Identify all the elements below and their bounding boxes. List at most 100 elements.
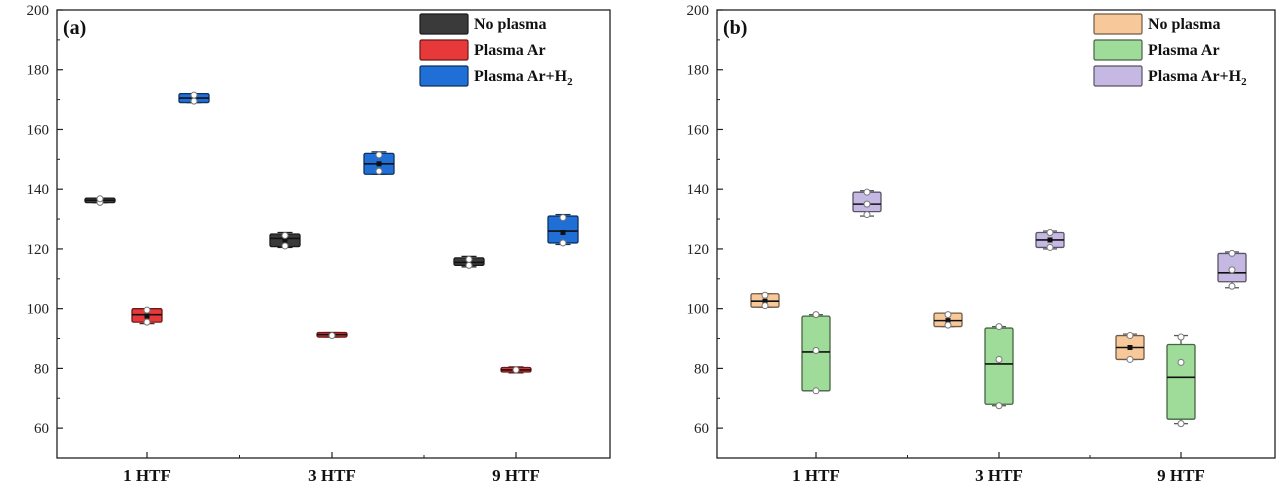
legend-label: Plasma Ar <box>1148 42 1220 59</box>
box-plasma-ar-3-htf <box>984 323 1014 410</box>
data-point <box>190 91 198 99</box>
legend-swatch <box>419 65 469 87</box>
data-point <box>1126 355 1134 363</box>
x-category-label: 9 HTF <box>1157 466 1205 485</box>
data-point <box>1046 229 1054 237</box>
data-point <box>1228 282 1236 290</box>
data-point <box>465 261 473 269</box>
data-point <box>863 200 871 208</box>
data-point <box>512 366 520 374</box>
legend-swatch <box>1093 65 1143 87</box>
data-point <box>995 402 1003 410</box>
data-point <box>143 306 151 314</box>
legend-swatch <box>419 39 469 61</box>
box-iqr <box>1166 343 1196 420</box>
panel-label: (a) <box>63 17 86 39</box>
y-tick-label: 180 <box>27 63 50 79</box>
box-mean <box>1127 344 1133 350</box>
box-no-plasma-1-htf <box>750 291 780 310</box>
box-plasma-ar-9-htf <box>1166 333 1196 428</box>
data-point <box>1126 332 1134 340</box>
box-no-plasma-9-htf <box>1115 332 1145 363</box>
y-tick-label: 140 <box>27 182 50 198</box>
box-mean <box>1047 237 1053 243</box>
data-point <box>995 323 1003 331</box>
y-tick-label: 200 <box>27 3 50 19</box>
data-point <box>812 387 820 395</box>
y-tick-label: 200 <box>687 3 710 19</box>
data-point <box>375 151 383 159</box>
y-tick-label: 120 <box>687 242 710 258</box>
legend-swatch <box>1093 39 1143 61</box>
box-mean <box>282 237 288 243</box>
legend-label: No plasma <box>1148 16 1220 33</box>
y-tick-label: 60 <box>694 421 709 437</box>
data-point <box>1046 243 1054 251</box>
legend-label: Plasma Ar <box>474 42 546 59</box>
box-plasma-ar-h2-9-htf <box>1217 249 1247 290</box>
y-tick-label: 180 <box>687 63 710 79</box>
box-plasma-ar-h2-1-htf <box>852 188 882 219</box>
data-point <box>465 255 473 263</box>
data-point <box>559 214 567 222</box>
data-point <box>1177 333 1185 341</box>
data-point <box>863 188 871 196</box>
x-category-label: 1 HTF <box>792 466 840 485</box>
legend-swatch <box>419 13 469 35</box>
panel-b: 60 80 100 120 140 160 180 200 1 HTF 3 HTF 9 HTF (b)… <box>687 3 1276 485</box>
data-point <box>328 332 336 340</box>
data-point <box>281 242 289 250</box>
box-plasma-ar-1-htf <box>131 306 163 326</box>
y-tick-label: 80 <box>694 361 709 377</box>
data-point <box>190 97 198 105</box>
axes-frame <box>56 9 611 459</box>
box-iqr <box>984 327 1014 405</box>
y-tick-label: 60 <box>34 421 49 437</box>
data-point <box>944 311 952 319</box>
data-point <box>143 318 151 326</box>
box-plasma-ar-h2-1-htf <box>178 91 210 105</box>
data-point <box>812 311 820 319</box>
data-point <box>812 346 820 354</box>
data-point <box>1177 420 1185 428</box>
legend-label-subscript: 2 <box>567 76 573 88</box>
legend: No plasma Plasma Ar Plasma Ar+H2 <box>419 13 573 88</box>
x-category-label: 1 HTF <box>123 466 171 485</box>
data-point <box>559 239 567 247</box>
x-category-label: 3 HTF <box>975 466 1023 485</box>
legend: No plasma Plasma Ar Plasma Ar+H2 <box>1093 13 1247 88</box>
data-point <box>863 211 871 219</box>
data-point <box>375 167 383 175</box>
box-no-plasma-3-htf <box>933 311 963 329</box>
data-point <box>1228 249 1236 257</box>
box-no-plasma-1-htf <box>84 195 116 206</box>
box-plasma-ar-h2-9-htf <box>547 213 579 247</box>
x-category-label: 9 HTF <box>492 466 540 485</box>
box-plasma-ar-9-htf <box>500 366 532 374</box>
panel-a: 60 80 100 120 140 160 180 200 1 HTF 3 HTF 9 HTF (a)… <box>27 3 611 485</box>
y-tick-label: 120 <box>27 242 50 258</box>
y-tick-label: 160 <box>27 122 50 138</box>
data-point <box>995 355 1003 363</box>
data-point <box>761 302 769 310</box>
y-tick-label: 100 <box>687 302 710 318</box>
axes-frame <box>716 9 1276 459</box>
legend-label: Plasma Ar+H2 <box>474 68 573 88</box>
panel-label: (b) <box>723 17 747 39</box>
box-plasma-ar-1-htf <box>801 311 831 395</box>
y-tick-label: 160 <box>687 122 710 138</box>
data-point <box>761 291 769 299</box>
data-point <box>281 231 289 239</box>
box-mean <box>560 230 566 236</box>
box-no-plasma-3-htf <box>269 231 301 250</box>
legend-label: Plasma Ar+H2 <box>1148 68 1247 88</box>
y-tick-label: 100 <box>27 302 50 318</box>
legend-label: No plasma <box>474 16 546 33</box>
y-tick-label: 80 <box>34 361 49 377</box>
data-point <box>944 321 952 329</box>
box-mean <box>762 298 768 304</box>
box-mean <box>945 318 951 324</box>
data-point <box>1177 358 1185 366</box>
x-category-label: 3 HTF <box>308 466 356 485</box>
